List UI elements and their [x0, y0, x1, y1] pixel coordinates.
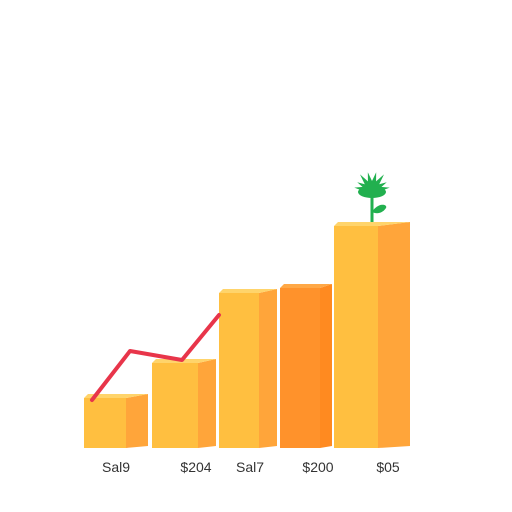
- bar-side-face: [126, 394, 148, 448]
- bar-front-face: [152, 363, 198, 448]
- bar-5: [334, 222, 410, 448]
- plant-crown-base: [358, 186, 386, 198]
- bar-top-face: [152, 359, 216, 363]
- bar-top-face: [334, 222, 410, 226]
- x-tick-label: $05: [376, 459, 400, 475]
- bar-front-face: [334, 226, 378, 448]
- bar-top-face: [219, 289, 277, 293]
- x-tick-label: $200: [302, 459, 333, 475]
- x-tick-labels: Sal9 $204 Sal7 $200 $05: [102, 459, 400, 475]
- x-tick-label: Sal7: [236, 459, 264, 475]
- bar-front-face: [219, 293, 259, 448]
- plant-sprout-icon: [354, 172, 390, 222]
- bar-group: [84, 222, 410, 448]
- x-tick-label: Sal9: [102, 459, 130, 475]
- plant-leaf: [372, 204, 387, 214]
- bar-top-face: [84, 394, 148, 398]
- bar-side-face: [259, 289, 277, 448]
- bar-3: [219, 289, 277, 448]
- bar-side-face: [198, 359, 216, 448]
- trend-line: [90, 313, 221, 402]
- bar-1: [84, 394, 148, 448]
- bar-4: [280, 284, 332, 448]
- bar-front-face: [84, 398, 126, 448]
- bar-2: [152, 359, 216, 448]
- x-tick-label: $204: [180, 459, 211, 475]
- bar-top-face: [280, 284, 332, 288]
- bar-side-face: [378, 222, 410, 448]
- bar-front-face: [280, 288, 320, 448]
- bar-side-face: [320, 284, 332, 448]
